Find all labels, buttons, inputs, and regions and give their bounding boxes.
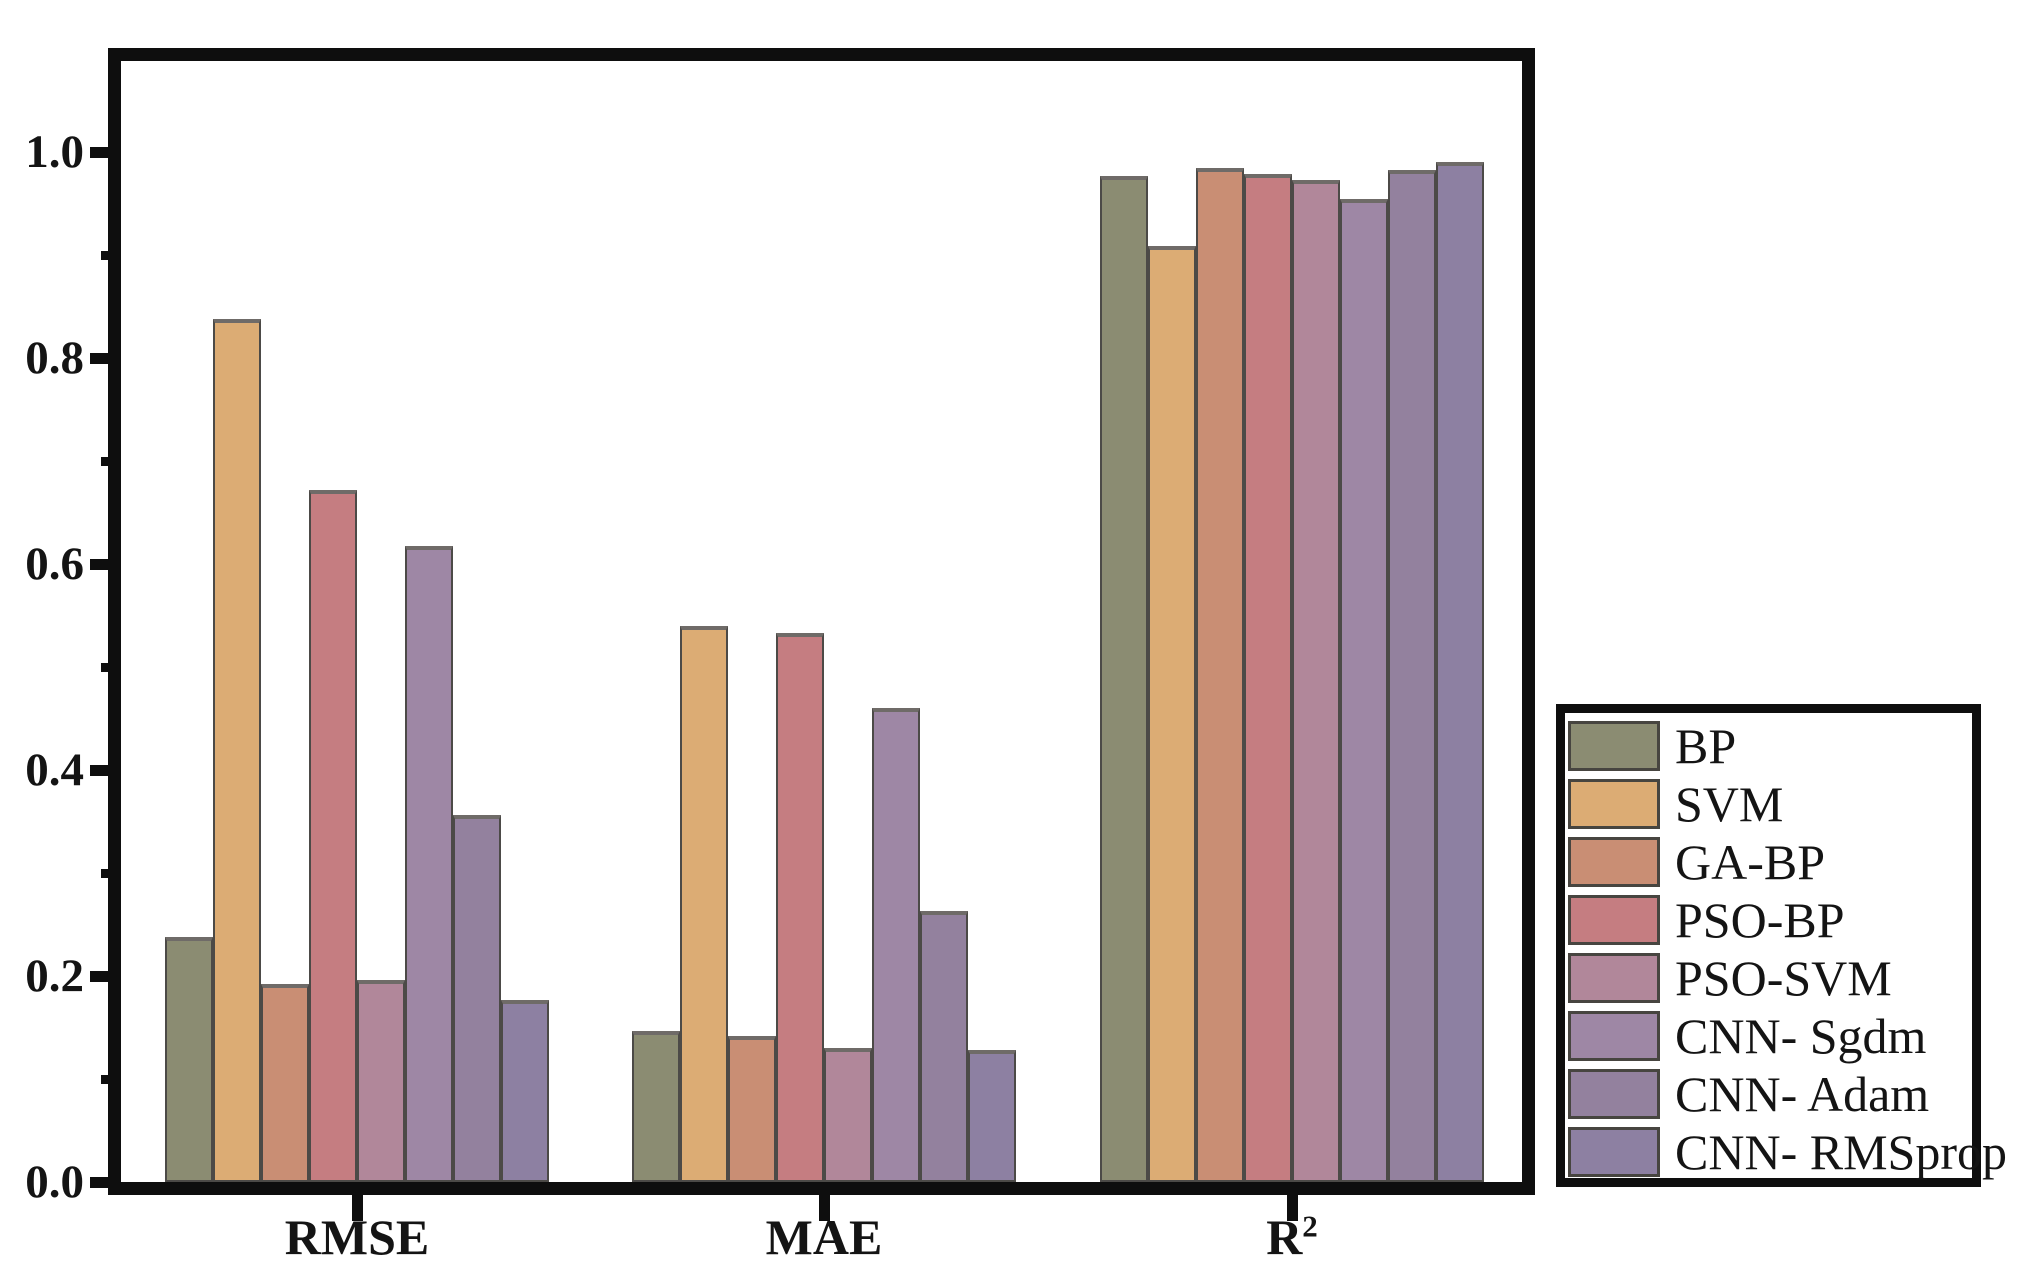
legend: BP SVM GA-BP PSO-BP PSO-SVM CNN- Sgdm CNN- Ada… (1556, 704, 2007, 1187)
legend-swatch-ga-bp (1568, 837, 1660, 887)
bar-bp-r (1100, 175, 1148, 1182)
bar-cnn-adam-rmse (453, 815, 501, 1182)
legend-label: SVM (1675, 776, 1784, 832)
legend-item-pso-bp: PSO-BP (1567, 891, 1972, 949)
bar-svm-rmse (213, 318, 261, 1182)
bar-ga-bp-r (1196, 168, 1244, 1182)
legend-swatch-bp (1568, 721, 1660, 771)
bar-bp-mae (632, 1030, 680, 1182)
y-tick-label: 0.0 (25, 1156, 84, 1208)
bar-pso-svm-r (1292, 179, 1340, 1182)
legend-item-svm: SVM (1567, 775, 1972, 833)
legend-item-cnn-adam: CNN- Adam (1567, 1065, 1972, 1123)
bar-ga-bp-rmse (261, 984, 309, 1182)
legend-label: GA-BP (1675, 834, 1826, 890)
y-major-tick (90, 1177, 121, 1188)
x-group-tick (352, 1195, 363, 1221)
x-group-tick (1287, 1195, 1298, 1221)
bar-cnn-sgdm-r (1340, 199, 1388, 1182)
legend-swatch-cnn-adam (1568, 1069, 1660, 1119)
legend-label: PSO-BP (1675, 892, 1845, 948)
bar-cnn-sgdm-rmse (405, 546, 453, 1182)
y-major-tick (90, 147, 121, 158)
legend-swatch-svm (1568, 779, 1660, 829)
bar-svm-r (1148, 245, 1196, 1182)
legend-swatch-cnn-rmsprop (1568, 1127, 1660, 1177)
y-major-tick (90, 971, 121, 982)
bar-cnn-rmsprop-mae (968, 1050, 1016, 1182)
bar-svm-mae (680, 625, 728, 1182)
y-tick-label: 0.6 (25, 538, 84, 590)
y-major-tick (90, 353, 121, 364)
bar-pso-svm-rmse (357, 980, 405, 1182)
bar-cnn-sgdm-mae (872, 708, 920, 1182)
legend-label: CNN- RMSprop (1675, 1124, 2007, 1180)
bar-pso-bp-r (1244, 173, 1292, 1182)
legend-item-cnn-rmsprop: CNN- RMSprop (1567, 1123, 2007, 1181)
bar-cnn-rmsprop-r (1436, 162, 1484, 1182)
y-minor-tick (101, 869, 121, 878)
bar-pso-bp-rmse (309, 489, 357, 1182)
legend-swatch-cnn-sgdm (1568, 1011, 1660, 1061)
legend-item-ga-bp: GA-BP (1567, 833, 1972, 891)
legend-item-cnn-sgdm: CNN- Sgdm (1567, 1007, 1972, 1065)
y-minor-tick (101, 457, 121, 466)
legend-label: BP (1675, 718, 1737, 774)
legend-item-pso-svm: PSO-SVM (1567, 949, 1972, 1007)
y-tick-label: 0.8 (25, 332, 84, 384)
y-tick-label: 0.2 (25, 950, 84, 1002)
legend-item-bp: BP (1567, 717, 1972, 775)
y-tick-label: 0.4 (25, 744, 84, 796)
x-group-label-rmse: RMSE (284, 1209, 430, 1265)
legend-label: PSO-SVM (1675, 950, 1892, 1006)
y-minor-tick (101, 251, 121, 260)
x-group-label-r: R2 (1266, 1208, 1318, 1265)
y-minor-tick (101, 663, 121, 672)
legend-label: CNN- Adam (1675, 1066, 1930, 1122)
bar-cnn-adam-mae (920, 911, 968, 1182)
bar-cnn-adam-r (1388, 169, 1436, 1182)
legend-label: CNN- Sgdm (1675, 1008, 1927, 1064)
legend-swatch-pso-bp (1568, 895, 1660, 945)
legend-swatch-pso-svm (1568, 953, 1660, 1003)
y-minor-tick (101, 1075, 121, 1084)
bar-pso-svm-mae (824, 1048, 872, 1182)
x-group-tick (819, 1195, 830, 1221)
bar-ga-bp-mae (728, 1035, 776, 1182)
bar-bp-rmse (165, 936, 213, 1182)
bar-cnn-rmsprop-rmse (501, 999, 549, 1182)
x-group-label-mae: MAE (765, 1209, 883, 1265)
y-tick-label: 1.0 (25, 126, 84, 178)
bar-pso-bp-mae (776, 633, 824, 1182)
y-major-tick (90, 559, 121, 570)
y-major-tick (90, 765, 121, 776)
